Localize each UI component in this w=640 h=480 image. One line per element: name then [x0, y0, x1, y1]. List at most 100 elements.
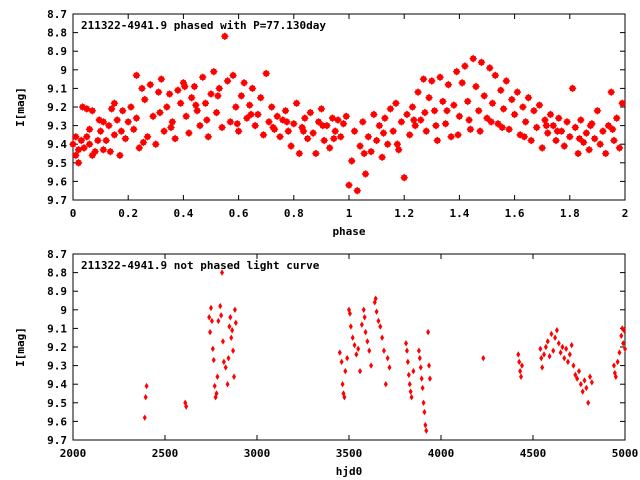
- data-point: [77, 136, 86, 145]
- data-point: [196, 121, 204, 130]
- unphased-plot-title: 211322-4941.9 not phased light curve: [81, 259, 320, 272]
- y-tick-label: 9.1: [47, 82, 67, 95]
- data-point: [538, 345, 543, 353]
- data-point: [554, 327, 559, 334]
- data-point: [367, 147, 375, 156]
- data-point: [168, 117, 177, 126]
- data-point: [406, 371, 411, 379]
- data-point: [151, 140, 160, 149]
- data-point: [328, 114, 337, 123]
- data-point: [569, 341, 574, 349]
- data-point: [361, 170, 370, 178]
- data-point: [124, 117, 133, 126]
- data-point: [339, 119, 348, 128]
- data-point: [85, 140, 94, 149]
- data-point: [430, 106, 439, 115]
- data-point: [347, 310, 352, 317]
- data-point: [78, 103, 87, 111]
- data-point: [198, 73, 207, 82]
- data-point: [289, 119, 298, 128]
- data-point: [586, 121, 595, 130]
- data-point: [201, 99, 210, 108]
- data-point: [350, 127, 359, 136]
- unphased-plot-panel: 211322-4941.9 not phased light curve hjd…: [14, 248, 638, 478]
- data-point: [320, 136, 329, 145]
- data-point: [418, 364, 423, 371]
- unphased-plot-ticks: 2000 2500 3000 3500 4000 4500 5000 8.7 8.8 8.9 9 9.…: [47, 248, 638, 460]
- data-point: [593, 106, 602, 115]
- data-point: [214, 91, 222, 100]
- data-point: [582, 129, 591, 137]
- data-point: [233, 319, 238, 327]
- data-point: [499, 104, 508, 113]
- data-point: [416, 347, 421, 354]
- data-point: [281, 106, 290, 115]
- data-point: [491, 71, 500, 80]
- data-point: [516, 351, 521, 358]
- x-tick-label: 0.6: [229, 207, 249, 220]
- data-point: [242, 114, 251, 123]
- data-point: [283, 117, 291, 126]
- x-tick-label: 5000: [612, 447, 639, 460]
- data-point: [295, 149, 304, 158]
- data-point: [231, 347, 236, 354]
- data-point: [520, 132, 529, 141]
- data-point: [369, 362, 374, 369]
- data-point: [563, 117, 571, 126]
- data-point: [483, 114, 491, 123]
- data-point: [584, 384, 589, 392]
- data-point: [209, 304, 213, 312]
- data-point: [542, 121, 551, 130]
- data-point: [414, 88, 422, 97]
- data-point: [367, 347, 372, 354]
- data-point: [545, 338, 550, 345]
- phased-plot-xlabel: phase: [332, 225, 365, 238]
- data-point: [530, 106, 538, 115]
- data-point: [465, 116, 473, 124]
- data-point: [575, 375, 580, 382]
- data-point: [610, 136, 618, 145]
- data-point: [345, 354, 350, 362]
- data-point: [552, 136, 560, 145]
- unphased-plot-points: [142, 269, 627, 434]
- data-point: [477, 58, 486, 67]
- data-point: [226, 117, 235, 126]
- data-point: [474, 106, 483, 115]
- data-point: [424, 427, 429, 434]
- data-point: [71, 151, 80, 160]
- data-point: [339, 358, 344, 366]
- data-point: [303, 134, 312, 143]
- x-tick-label: 0.8: [284, 207, 304, 220]
- data-point: [408, 388, 413, 395]
- data-point: [207, 314, 212, 321]
- data-point: [443, 106, 451, 115]
- data-point: [317, 104, 326, 113]
- data-point: [306, 108, 315, 117]
- data-point: [329, 134, 338, 143]
- data-point: [571, 362, 576, 369]
- data-point: [273, 112, 282, 121]
- data-point: [580, 388, 585, 395]
- data-point: [498, 123, 507, 132]
- data-point: [419, 375, 424, 382]
- data-point: [215, 373, 220, 380]
- data-point: [409, 394, 414, 401]
- data-point: [425, 93, 433, 102]
- data-point: [167, 123, 175, 132]
- data-point: [356, 142, 364, 150]
- data-point: [369, 110, 378, 119]
- data-point: [144, 382, 149, 390]
- data-point: [99, 145, 108, 154]
- data-point: [571, 123, 580, 132]
- data-point: [80, 144, 88, 152]
- data-point: [74, 158, 83, 167]
- data-point: [209, 67, 218, 76]
- data-point: [132, 114, 141, 123]
- y-tick-label: 9.1: [47, 322, 67, 335]
- data-point: [487, 117, 496, 126]
- data-point: [502, 77, 511, 85]
- y-tick-label: 8.9: [47, 45, 67, 58]
- data-point: [247, 110, 255, 119]
- data-point: [432, 121, 440, 130]
- data-point: [392, 99, 400, 108]
